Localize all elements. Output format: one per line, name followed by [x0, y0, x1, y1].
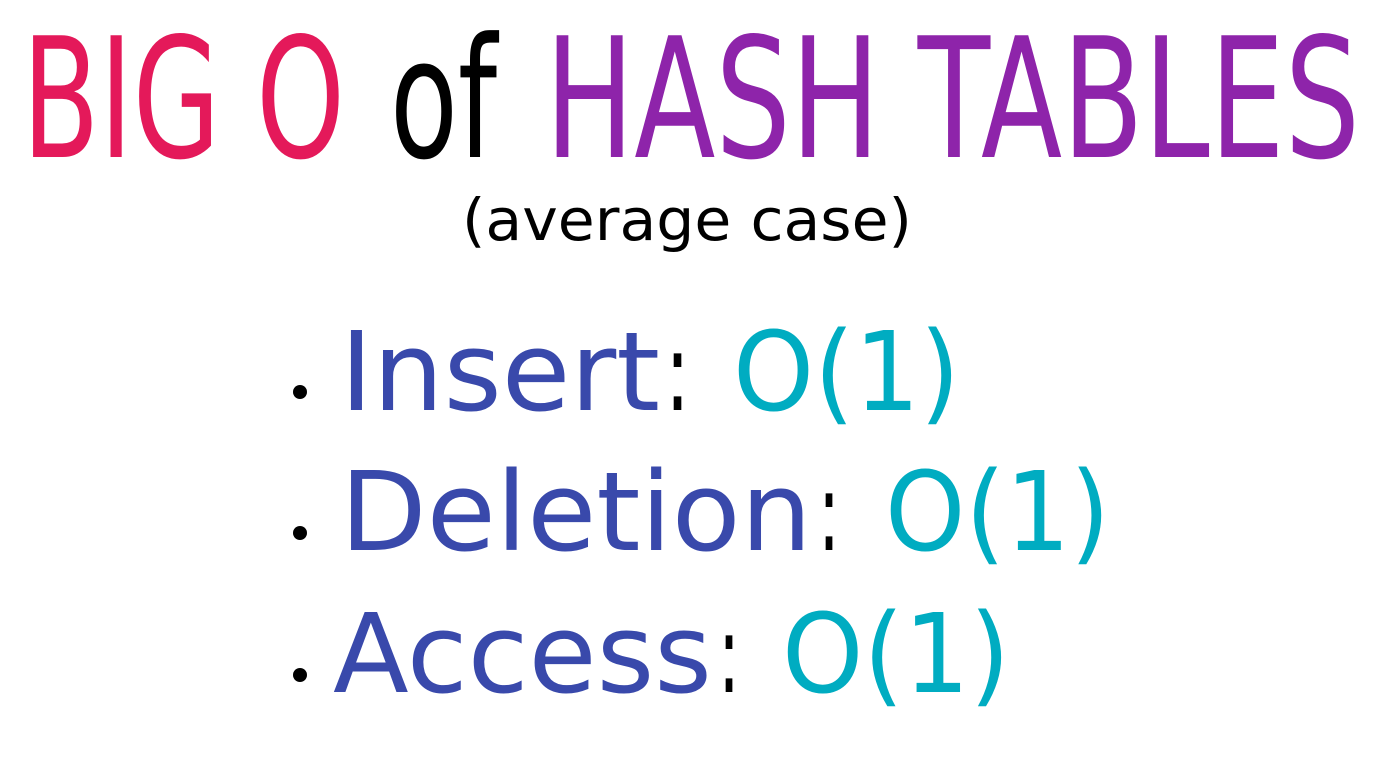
subtitle: (average case) — [462, 186, 912, 254]
title-big-o: BIG O — [22, 3, 345, 197]
operation: Access — [333, 590, 712, 718]
operation: Deletion — [340, 448, 812, 576]
separator: : — [665, 308, 690, 436]
title-hash-tables: HASH TABLES — [545, 3, 1360, 197]
title-of: of — [390, 3, 499, 197]
bullet — [293, 385, 307, 399]
separator: : — [718, 590, 740, 718]
complexity: O(1) — [885, 448, 1110, 576]
bullet — [293, 526, 307, 540]
complexity: O(1) — [733, 308, 960, 436]
complexity: O(1) — [782, 590, 1010, 718]
separator: : — [818, 448, 840, 576]
bullet — [293, 668, 307, 682]
operation: Insert — [340, 308, 660, 436]
